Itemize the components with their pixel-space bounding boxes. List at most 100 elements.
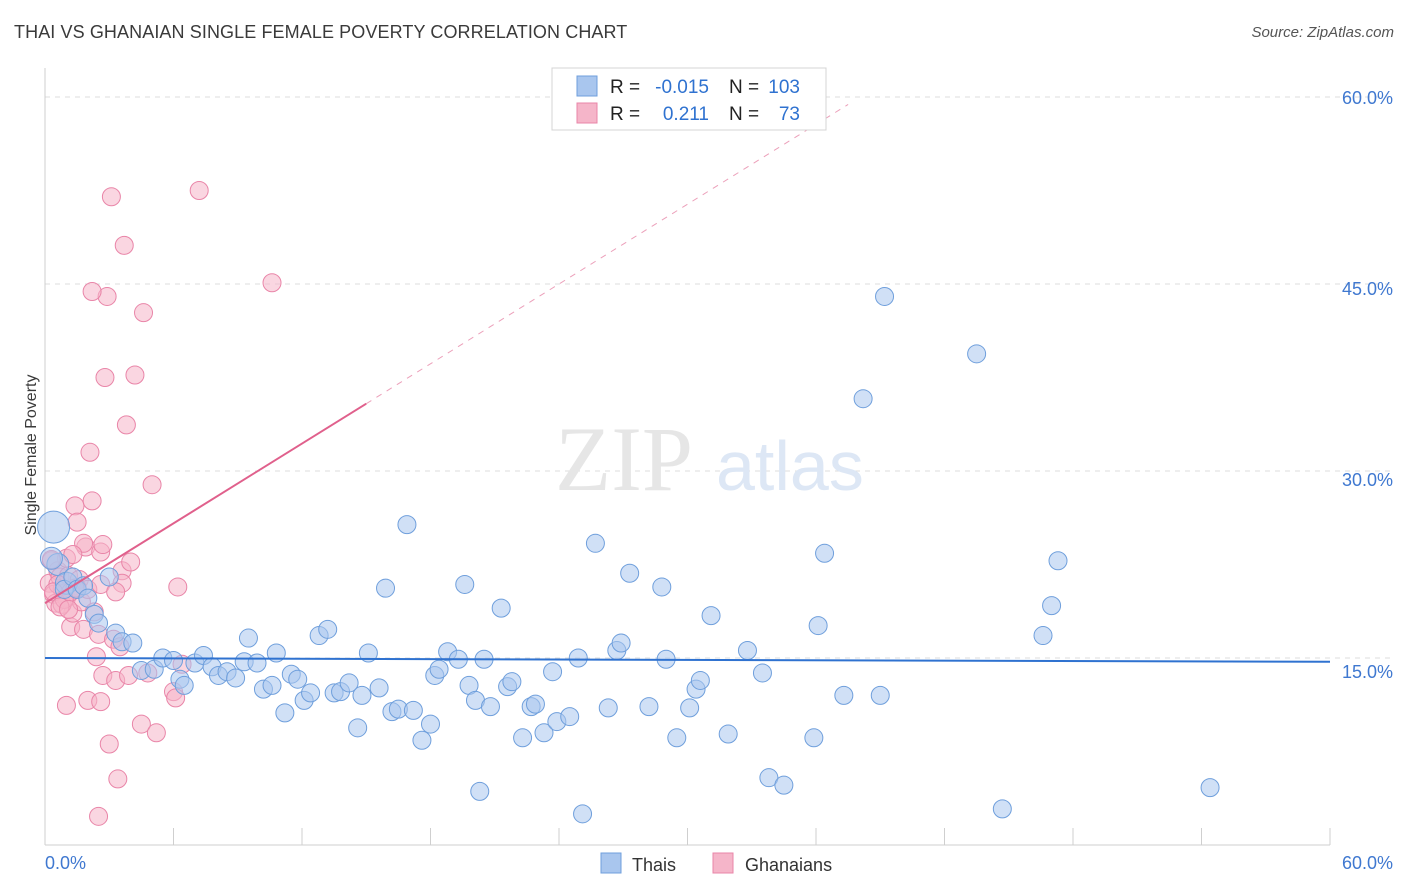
thais-point <box>513 728 533 748</box>
thais-point <box>174 675 194 695</box>
legend-r-value-thais: -0.015 <box>655 77 709 98</box>
thais-point <box>429 659 449 679</box>
ghanaians-point <box>108 769 128 789</box>
thais-point <box>718 724 738 744</box>
ghanaians-point <box>93 535 113 555</box>
ghanaians-point <box>82 491 102 511</box>
thais-point <box>352 685 372 705</box>
thais-point <box>560 707 580 727</box>
thais-point <box>238 628 258 648</box>
thais-point <box>39 546 63 570</box>
thais-point <box>1048 551 1068 571</box>
ghanaians-point <box>91 692 111 712</box>
thais-point <box>525 694 545 714</box>
thais-point <box>568 648 588 668</box>
x-tick-label-min: 0.0% <box>45 853 86 873</box>
legend-r-label-thais: R = <box>610 77 640 98</box>
series-legend-label-ghanaians: Ghanaians <box>745 855 832 875</box>
thais-point <box>262 675 282 695</box>
thais-point <box>412 730 432 750</box>
thais-point <box>288 669 308 689</box>
thais-trend-line <box>44 657 1331 663</box>
legend-n-value-thais: 103 <box>768 77 800 98</box>
thais-point <box>348 718 368 738</box>
thais-point <box>480 697 500 717</box>
ghanaians-point <box>125 365 145 385</box>
watermark: ZIP atlas <box>555 408 864 510</box>
thais-point <box>573 804 593 824</box>
thais-point <box>690 670 710 690</box>
ghanaians-point <box>56 695 76 715</box>
thais-point <box>247 653 267 673</box>
thais-point <box>680 698 700 718</box>
thais-point <box>275 703 295 723</box>
thais-point <box>89 613 109 633</box>
series-legend-label-thais: Thais <box>632 855 676 875</box>
thais-point <box>759 768 779 788</box>
ghanaians-point <box>89 806 109 826</box>
thais-point <box>369 678 389 698</box>
series-legend-swatch-ghanaians <box>712 852 734 874</box>
ghanaians-point <box>121 552 141 572</box>
y-tick-label-30: 30.0% <box>1342 470 1393 490</box>
thais-point <box>164 650 183 670</box>
thais-point <box>815 543 835 563</box>
y-axis-label: Single Female Poverty <box>23 375 40 536</box>
thais-point <box>701 606 721 626</box>
thais-point <box>421 714 440 734</box>
grid-lines <box>45 96 1393 659</box>
ghanaians-point <box>116 415 136 435</box>
trend-lines <box>44 104 1331 663</box>
legend-n-value-ghanaians: 73 <box>779 104 800 125</box>
thais-point <box>804 728 824 748</box>
thais-point <box>639 697 659 717</box>
legend-r-label-ghanaians: R = <box>610 104 640 125</box>
ghanaians-point <box>63 545 83 565</box>
ghanaians-trend-extension <box>365 104 849 405</box>
watermark-zip: ZIP <box>555 408 693 510</box>
thais-point <box>226 668 246 688</box>
ghanaians-point <box>262 273 282 293</box>
thais-point <box>534 723 554 743</box>
thais-point <box>992 799 1012 819</box>
thais-point <box>870 685 890 705</box>
thais-point <box>123 633 143 653</box>
thais-point <box>339 673 359 693</box>
thais-point <box>752 663 772 683</box>
thais-point <box>99 567 119 587</box>
ghanaians-point <box>67 512 87 532</box>
thais-point <box>455 574 475 594</box>
ghanaians-point <box>114 235 134 255</box>
axes <box>44 68 1331 846</box>
thais-point <box>318 619 338 639</box>
y-tick-label-60: 60.0% <box>1342 88 1393 108</box>
x-tick-label-max: 60.0% <box>1342 853 1393 873</box>
chart-title: THAI VS GHANAIAN SINGLE FEMALE POVERTY C… <box>14 22 628 42</box>
watermark-atlas: atlas <box>716 427 864 505</box>
ghanaians-point <box>86 647 106 667</box>
legend-n-label-thais: N = <box>729 77 759 98</box>
ghanaians-point <box>146 723 166 743</box>
legend-swatch-thais <box>576 75 598 97</box>
series-legend-swatch-thais <box>600 852 622 874</box>
thais-point <box>737 641 757 661</box>
thais-point <box>808 616 828 636</box>
thais-point <box>491 598 511 618</box>
thais-point <box>301 683 321 703</box>
thais-point <box>667 728 687 748</box>
legend-swatch-ghanaians <box>576 102 598 124</box>
legend-frame <box>551 67 827 131</box>
thais-point <box>834 685 854 705</box>
thais-point <box>358 643 378 663</box>
thais-point <box>1033 626 1053 646</box>
legend-n-label-ghanaians: N = <box>729 104 759 125</box>
thais-point <box>543 662 563 682</box>
thais-point <box>611 633 631 653</box>
thais-point <box>774 775 794 795</box>
thais-point <box>397 515 417 535</box>
ghanaians-point <box>189 181 209 200</box>
series-legend: Thais Ghanaians <box>600 852 832 875</box>
correlation-legend: R = -0.015 N = 103 R = 0.211 N = 73 <box>551 67 827 131</box>
thais-point <box>1200 778 1220 798</box>
